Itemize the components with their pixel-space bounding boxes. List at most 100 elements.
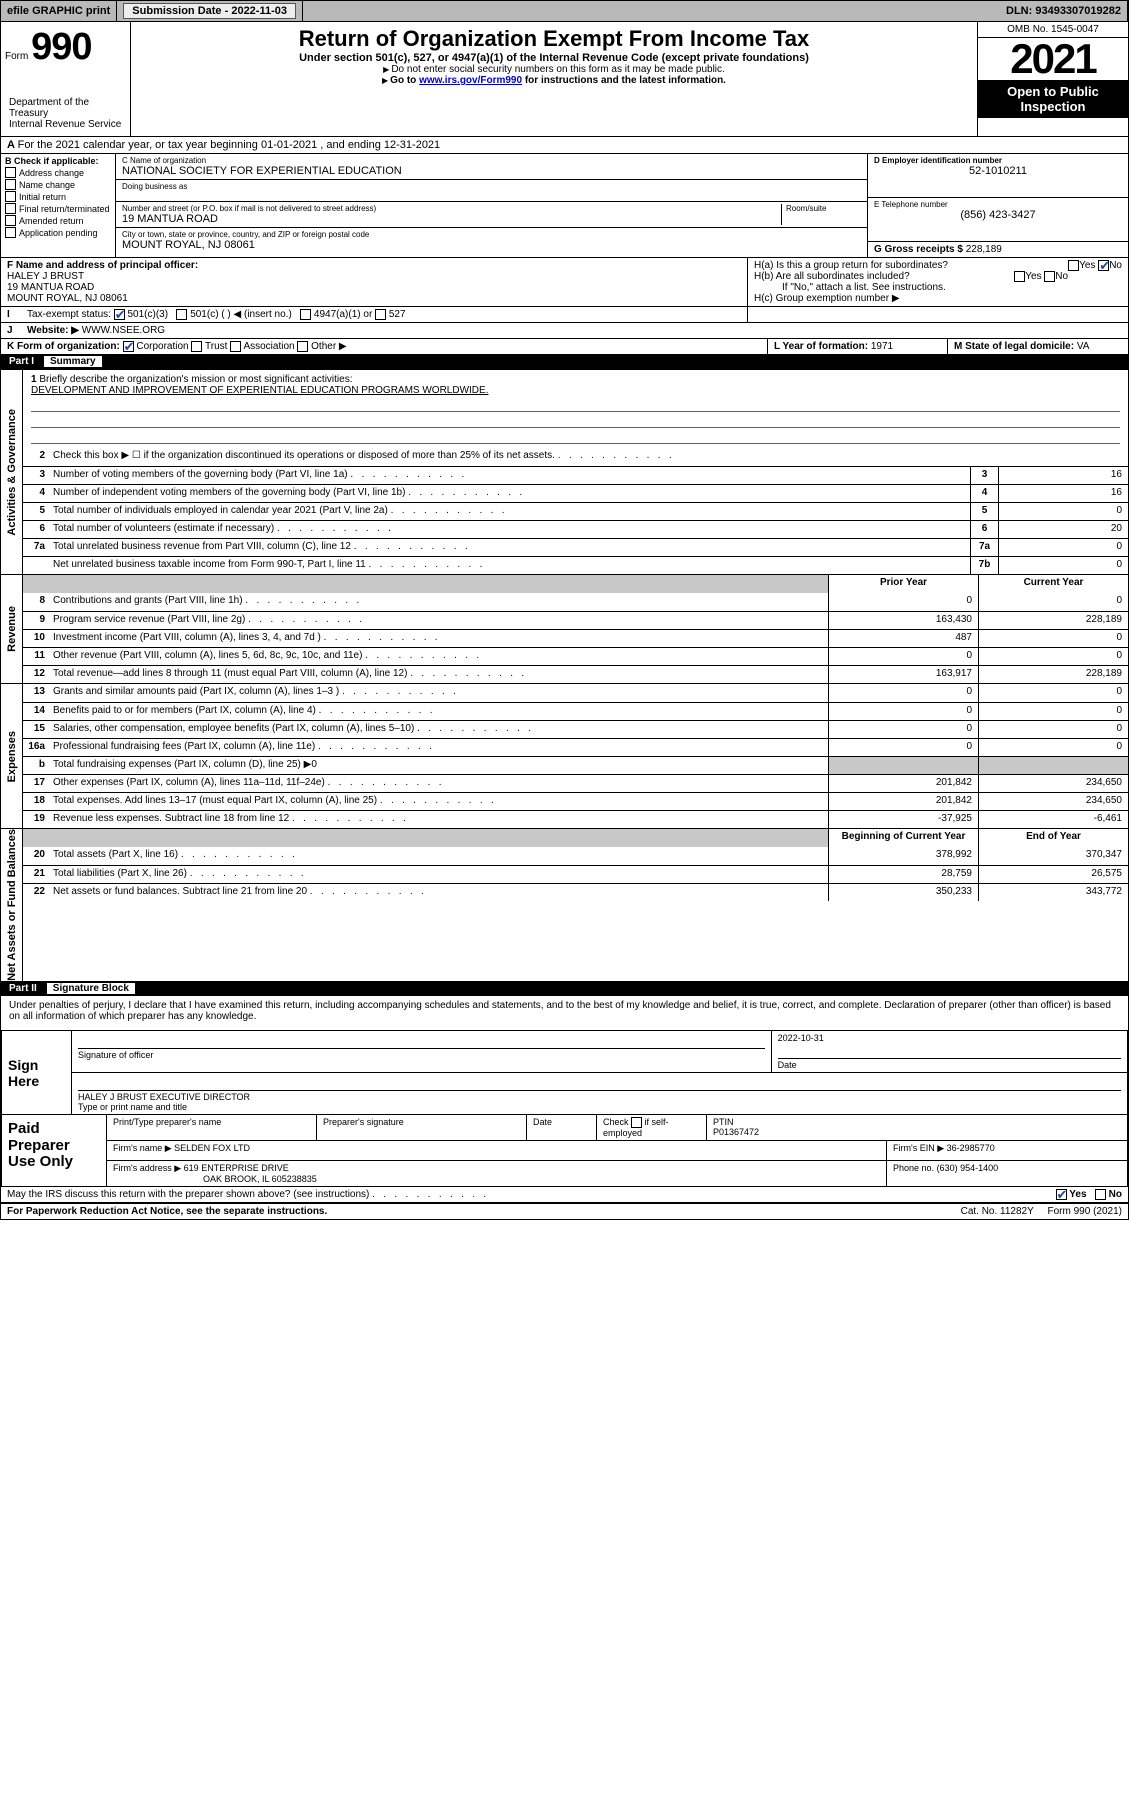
efile-label: efile GRAPHIC print: [1, 1, 117, 21]
discuss-yes[interactable]: [1056, 1189, 1067, 1200]
sig-date-label: Date: [778, 1060, 797, 1070]
hb-no[interactable]: [1044, 271, 1055, 282]
line-desc: Net unrelated business taxable income fr…: [49, 557, 970, 574]
chk-assoc[interactable]: [230, 341, 241, 352]
chk-trust[interactable]: [191, 341, 202, 352]
opt-other: Other ▶: [311, 341, 346, 352]
line-num: 13: [23, 684, 49, 702]
chk-initial-return[interactable]: [5, 191, 16, 202]
line-curr: 0: [978, 703, 1128, 720]
line-box: 7b: [970, 557, 998, 574]
line-curr: 0: [978, 684, 1128, 702]
gross-receipts-label: G Gross receipts $: [874, 244, 963, 255]
col-prior-year: Prior Year: [828, 575, 978, 593]
efile-topbar: efile GRAPHIC print Submission Date - 20…: [0, 0, 1129, 22]
line-desc: Other expenses (Part IX, column (A), lin…: [49, 775, 828, 792]
governance-block: Activities & Governance 1 Briefly descri…: [1, 369, 1128, 574]
prep-date-hdr: Date: [527, 1115, 597, 1140]
line-box: 7a: [970, 539, 998, 556]
line-val: 20: [998, 521, 1128, 538]
line-prior: 0: [828, 648, 978, 665]
chk-amended[interactable]: [5, 215, 16, 226]
line-num: 14: [23, 703, 49, 720]
form-header: Form 990 Department of the Treasury Inte…: [1, 22, 1128, 136]
line-num: 12: [23, 666, 49, 683]
chk-app-pending[interactable]: [5, 227, 16, 238]
subdate-val: 2022-11-03: [231, 5, 287, 17]
line-box: 4: [970, 485, 998, 502]
firm-name-label: Firm's name ▶: [113, 1143, 172, 1153]
chk-501c3[interactable]: [114, 309, 125, 320]
line-desc: Total number of individuals employed in …: [49, 503, 970, 520]
line-desc: Salaries, other compensation, employee b…: [49, 721, 828, 738]
hb-yes-lbl: Yes: [1025, 271, 1041, 282]
row-j: J Website: ▶ WWW.NSEE.ORG: [1, 322, 1128, 338]
ha-yes[interactable]: [1068, 260, 1079, 271]
line-num: 6: [23, 521, 49, 538]
chk-selfemp[interactable]: [631, 1117, 642, 1128]
line-prior: 378,992: [828, 847, 978, 865]
sign-here-block: Sign Here Signature of officer 2022-10-3…: [1, 1030, 1128, 1115]
footer-cat: Cat. No. 11282Y: [961, 1206, 1034, 1217]
hb-note: If "No," attach a list. See instructions…: [754, 282, 1122, 293]
chk-527[interactable]: [375, 309, 386, 320]
line-curr: 26,575: [978, 866, 1128, 883]
line-desc: Program service revenue (Part VIII, line…: [49, 612, 828, 629]
ha-label: H(a) Is this a group return for subordin…: [754, 260, 948, 271]
year-form-label: L Year of formation:: [774, 341, 868, 352]
hc-label: H(c) Group exemption number ▶: [754, 293, 1122, 304]
line-prior: 0: [828, 739, 978, 756]
line-prior: 0: [828, 721, 978, 738]
officer-addr2: MOUNT ROYAL, NJ 08061: [7, 293, 741, 304]
chk-corp[interactable]: [123, 341, 134, 352]
line-prior: 28,759: [828, 866, 978, 883]
line-prior: 487: [828, 630, 978, 647]
line-desc: Net assets or fund balances. Subtract li…: [49, 884, 828, 901]
hb-no-lbl: No: [1055, 271, 1068, 282]
officer-addr1: 19 MANTUA ROAD: [7, 282, 741, 293]
part2-header: Part II Signature Block: [1, 981, 1128, 996]
line-prior: 201,842: [828, 793, 978, 810]
form-subtitle: Under section 501(c), 527, or 4947(a)(1)…: [139, 52, 969, 64]
ha-no[interactable]: [1098, 260, 1109, 271]
chk-other[interactable]: [297, 341, 308, 352]
discuss-no-lbl: No: [1109, 1189, 1122, 1200]
gross-receipts-val: 228,189: [966, 244, 1002, 255]
chk-final-return[interactable]: [5, 203, 16, 214]
opt-trust: Trust: [205, 341, 227, 352]
line-desc: Total unrelated business revenue from Pa…: [49, 539, 970, 556]
chk-name-change[interactable]: [5, 179, 16, 190]
submission-date-btn[interactable]: Submission Date - 2022-11-03: [123, 3, 296, 19]
prep-selfemp-pre: Check: [603, 1117, 629, 1127]
line-desc: Number of independent voting members of …: [49, 485, 970, 502]
mission-q: Briefly describe the organization's miss…: [39, 374, 352, 385]
line-val: 16: [998, 467, 1128, 484]
discuss-no[interactable]: [1095, 1189, 1106, 1200]
sig-date: 2022-10-31: [778, 1033, 1121, 1043]
form-org-label: K Form of organization:: [7, 341, 120, 352]
line-curr: 0: [978, 721, 1128, 738]
vlabel-netassets: Net Assets or Fund Balances: [6, 829, 18, 981]
chk-4947[interactable]: [300, 309, 311, 320]
line-val: 0: [998, 503, 1128, 520]
dln-cell: DLN: 93493307019282: [1000, 1, 1128, 21]
firm-phone-label: Phone no.: [893, 1163, 934, 1173]
irs-link[interactable]: www.irs.gov/Form990: [419, 75, 522, 86]
hb-yes[interactable]: [1014, 271, 1025, 282]
firm-name: SELDEN FOX LTD: [174, 1143, 250, 1153]
dln-val: 93493307019282: [1035, 5, 1121, 17]
opt-501c: 501(c) ( ) ◀ (insert no.): [190, 309, 292, 320]
chk-address-change[interactable]: [5, 167, 16, 178]
chk-501c[interactable]: [176, 309, 187, 320]
line-num: 18: [23, 793, 49, 810]
domicile-label: M State of legal domicile:: [954, 341, 1074, 352]
tax-status-label: Tax-exempt status:: [27, 309, 111, 320]
row-klm: K Form of organization: Corporation Trus…: [1, 338, 1128, 354]
line-prior: 350,233: [828, 884, 978, 901]
netassets-block: Net Assets or Fund Balances Beginning of…: [1, 828, 1128, 981]
line-prior: [828, 757, 978, 774]
line-curr: 234,650: [978, 793, 1128, 810]
officer-label: F Name and address of principal officer:: [7, 260, 198, 271]
line-desc: Total expenses. Add lines 13–17 (must eq…: [49, 793, 828, 810]
line-desc: Total number of volunteers (estimate if …: [49, 521, 970, 538]
